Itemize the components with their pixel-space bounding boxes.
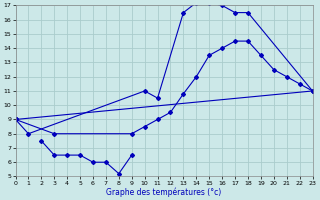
X-axis label: Graphe des températures (°c): Graphe des températures (°c) [106,187,222,197]
